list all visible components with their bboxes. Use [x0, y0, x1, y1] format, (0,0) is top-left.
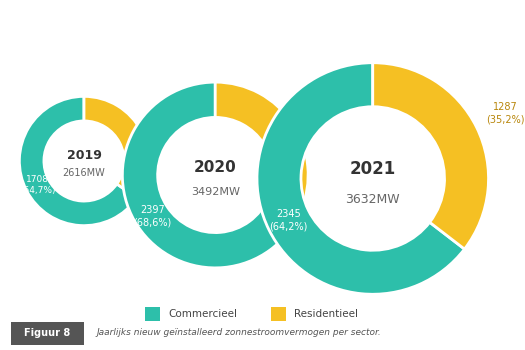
Text: 2020: 2020 — [194, 160, 237, 175]
Wedge shape — [84, 96, 149, 198]
Text: 2397
(68,6%): 2397 (68,6%) — [133, 205, 172, 228]
Wedge shape — [19, 96, 137, 226]
Text: 1287
(35,2%): 1287 (35,2%) — [487, 102, 525, 124]
Wedge shape — [257, 63, 465, 294]
Text: Figuur 8: Figuur 8 — [24, 328, 70, 338]
Text: 908
(35,3%): 908 (35,3%) — [140, 113, 175, 133]
Wedge shape — [215, 82, 308, 211]
Bar — [271, 307, 286, 321]
Wedge shape — [373, 63, 489, 249]
Bar — [145, 307, 160, 321]
Text: 3632MW: 3632MW — [345, 193, 400, 206]
FancyBboxPatch shape — [10, 322, 83, 345]
Text: 1708
(64,7%): 1708 (64,7%) — [20, 175, 55, 195]
Text: Commercieel: Commercieel — [169, 309, 237, 319]
Text: 2019: 2019 — [67, 149, 101, 162]
Text: Residentieel: Residentieel — [295, 309, 359, 319]
Text: 2616MW: 2616MW — [62, 168, 106, 178]
Text: 1095
(31,4%): 1095 (31,4%) — [295, 98, 333, 120]
Text: 2345
(64,2%): 2345 (64,2%) — [269, 209, 308, 231]
Wedge shape — [122, 82, 301, 268]
Text: 2021: 2021 — [350, 160, 396, 178]
Text: Jaarlijks nieuw geïnstalleerd zonnestroomvermogen per sector.: Jaarlijks nieuw geïnstalleerd zonnestroo… — [96, 328, 381, 337]
Text: 3492MW: 3492MW — [191, 187, 240, 197]
